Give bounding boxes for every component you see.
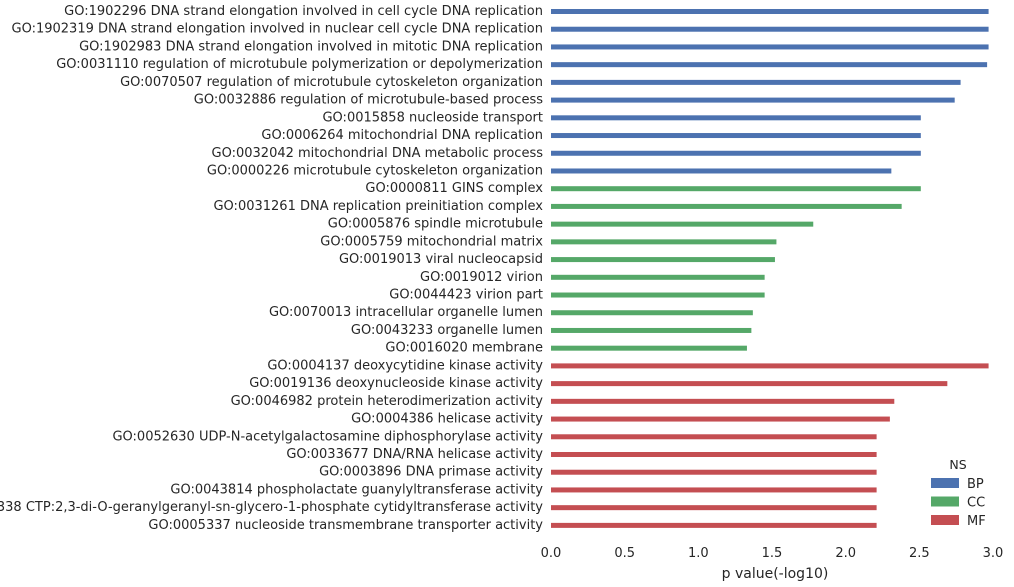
bar: [551, 469, 877, 475]
bar: [551, 505, 877, 511]
category-label: GO:0000811 GINS complex: [365, 181, 543, 196]
x-tick-label: 1.0: [688, 546, 709, 561]
category-label: GO:0043814 phospholactate guanylyltransf…: [170, 482, 543, 497]
category-label: GO:0019013 viral nucleocapsid: [339, 252, 543, 267]
bar: [551, 239, 777, 245]
bar: [551, 168, 892, 174]
category-label: GO:0033677 DNA/RNA helicase activity: [286, 447, 543, 462]
bar: [551, 44, 989, 50]
legend-swatch: [931, 478, 959, 488]
category-label: GO:0031110 regulation of microtubule pol…: [56, 57, 543, 72]
legend-label: MF: [967, 514, 986, 529]
category-label: GO:0044423 virion part: [389, 288, 543, 303]
bar: [551, 292, 765, 298]
category-label: GO:0004386 helicase activity: [351, 412, 543, 427]
legend-label: CC: [967, 496, 985, 511]
legend-entries: BP CC MF: [931, 477, 986, 529]
x-tick-label: 2.5: [909, 546, 930, 561]
bar: [551, 363, 989, 369]
legend-swatch: [931, 515, 959, 525]
bar: [551, 97, 955, 103]
x-axis-ticks: 0.0 0.5 1.0 1.5 2.0 2.5 3.0: [541, 546, 1004, 561]
category-label: GO:0043338 CTP:2,3-di-O-geranylgeranyl-s…: [0, 500, 543, 515]
bar: [551, 274, 765, 280]
bar: [551, 398, 895, 404]
x-tick-label: 0.0: [541, 546, 562, 561]
category-label: GO:0052630 UDP-N-acetylgalactosamine dip…: [112, 429, 543, 444]
category-label: GO:0046982 protein heterodimerization ac…: [231, 394, 544, 409]
bar: [551, 257, 775, 263]
category-label: GO:0019012 virion: [420, 270, 543, 285]
category-label: GO:0005337 nucleoside transmembrane tran…: [148, 518, 543, 533]
bar: [551, 416, 890, 422]
category-labels: GO:1902296 DNA strand elongation involve…: [0, 4, 543, 533]
bar: [551, 9, 989, 14]
category-label: GO:0031261 DNA replication preinitiation…: [213, 199, 543, 214]
bar: [551, 452, 877, 457]
bar: [551, 150, 921, 156]
legend: NS BP CC MF: [931, 457, 986, 529]
bar: [551, 310, 753, 316]
legend-label: BP: [967, 477, 984, 492]
bar: [551, 327, 752, 333]
bar: [551, 434, 877, 440]
bar: [551, 345, 747, 351]
category-label: GO:0032886 regulation of microtubule-bas…: [194, 93, 543, 108]
bar: [551, 487, 877, 493]
x-tick-label: 0.5: [614, 546, 635, 561]
category-label: GO:0003896 DNA primase activity: [319, 465, 543, 480]
x-tick-label: 3.0: [983, 546, 1004, 561]
category-label: GO:0005759 mitochondrial matrix: [320, 234, 543, 249]
category-label: GO:1902296 DNA strand elongation involve…: [64, 4, 543, 19]
legend-swatch: [931, 496, 959, 507]
legend-title: NS: [949, 457, 966, 472]
category-label: GO:0006264 mitochondrial DNA replication: [261, 128, 543, 143]
category-label: GO:0015858 nucleoside transport: [322, 110, 543, 125]
bar: [551, 381, 948, 387]
category-label: GO:0043233 organelle lumen: [351, 323, 543, 338]
x-tick-label: 1.5: [762, 546, 783, 561]
bar: [551, 186, 921, 192]
category-label: GO:0070013 intracellular organelle lumen: [269, 305, 543, 320]
bar: [551, 62, 988, 68]
category-label: GO:0016020 membrane: [385, 341, 543, 356]
bar: [551, 203, 902, 209]
category-label: GO:0005876 spindle microtubule: [328, 217, 543, 232]
bar: [551, 115, 921, 121]
bar: [551, 221, 814, 227]
bar: [551, 79, 961, 85]
category-label: GO:0004137 deoxycytidine kinase activity: [267, 358, 543, 373]
category-label: GO:0000226 microtubule cytoskeleton orga…: [207, 163, 543, 178]
category-label: GO:0070507 regulation of microtubule cyt…: [120, 75, 543, 90]
bars-layer: [551, 9, 989, 528]
category-label: GO:0032042 mitochondrial DNA metabolic p…: [212, 146, 544, 161]
x-tick-label: 2.0: [835, 546, 856, 561]
x-axis-label: p value(-log10): [722, 566, 829, 582]
bar: [551, 26, 989, 32]
bar: [551, 133, 921, 139]
category-label: GO:1902319 DNA strand elongation involve…: [12, 22, 544, 37]
bar: [551, 522, 877, 528]
category-label: GO:1902983 DNA strand elongation involve…: [79, 39, 543, 54]
category-label: GO:0019136 deoxynucleoside kinase activi…: [249, 376, 543, 391]
